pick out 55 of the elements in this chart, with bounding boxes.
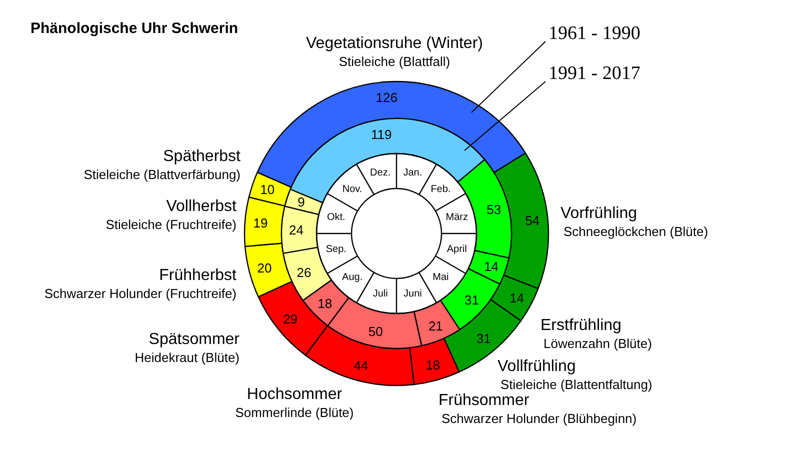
data-label: 26 bbox=[296, 264, 312, 280]
slice-label: Spätsommer bbox=[148, 331, 240, 348]
data-label: 18 bbox=[318, 296, 332, 312]
data-label: 119 bbox=[370, 126, 392, 142]
slice-label: 1991 - 2017 bbox=[548, 63, 640, 84]
slice-label: Vollfrühling bbox=[498, 358, 576, 375]
text: April bbox=[446, 244, 467, 256]
data-label: 18 bbox=[426, 358, 440, 373]
slice-label: Frühsommer bbox=[438, 392, 530, 409]
text: Schneeglöckchen (Blüte) bbox=[564, 224, 708, 239]
text: Stieleiche (Fruchtreife) bbox=[106, 217, 237, 232]
text: Schwarzer Holunder (Blühbeginn) bbox=[442, 411, 637, 426]
text: Juni bbox=[404, 288, 422, 300]
text: Löwenzahn (Blüte) bbox=[544, 336, 652, 351]
data-label: 20 bbox=[257, 260, 272, 276]
text: Feb. bbox=[430, 184, 451, 195]
data-label: 29 bbox=[283, 312, 298, 327]
data-label: 126 bbox=[376, 90, 398, 105]
chart-title: Phänologische Uhr Schwerin bbox=[30, 20, 238, 37]
data-label: 31 bbox=[476, 331, 491, 346]
text: Nov. bbox=[342, 184, 362, 195]
slice-label: Vorfrühling bbox=[560, 205, 637, 222]
data-label: 31 bbox=[464, 292, 480, 308]
slice-label: Vegetationsruhe (Winter) bbox=[306, 35, 483, 52]
data-label: 21 bbox=[428, 318, 443, 334]
text: Heidekraut (Blüte) bbox=[134, 350, 240, 365]
data-label: 24 bbox=[289, 222, 304, 238]
text: Sommerlinde (Blüte) bbox=[235, 405, 354, 420]
data-label: 54 bbox=[525, 213, 540, 228]
slice-label: Spätherbst bbox=[163, 148, 242, 165]
slice-label: Erstfrühling bbox=[540, 317, 622, 334]
text: Stieleiche (Blattverfärbung) bbox=[84, 167, 241, 182]
text: Aug. bbox=[342, 272, 363, 284]
text: Sep. bbox=[326, 244, 346, 256]
data-label: 50 bbox=[368, 324, 383, 340]
data-label: 53 bbox=[486, 202, 502, 217]
text: Stieleiche (Blattentfaltung) bbox=[500, 377, 652, 392]
data-label: 44 bbox=[354, 358, 368, 373]
data-label: 14 bbox=[484, 258, 498, 274]
text: Okt. bbox=[326, 212, 346, 223]
text: Mai bbox=[432, 272, 449, 284]
slice-label: Vollherbst bbox=[166, 198, 238, 215]
text: Jan. bbox=[403, 168, 422, 179]
slice-label: Frühherbst bbox=[159, 267, 238, 284]
text: Dez. bbox=[370, 168, 391, 179]
slice-label: 1961 - 1990 bbox=[548, 23, 640, 44]
data-label: 10 bbox=[260, 182, 275, 198]
data-label: 14 bbox=[510, 290, 524, 306]
text: März bbox=[446, 212, 468, 223]
data-label: 9 bbox=[298, 194, 305, 210]
text: Schwarzer Holunder (Fruchtreife) bbox=[44, 286, 237, 301]
data-label: 19 bbox=[253, 215, 268, 230]
slice-label: Hochsommer bbox=[246, 386, 343, 403]
text: Juli bbox=[372, 288, 388, 300]
text: Stieleiche (Blattfall) bbox=[338, 54, 450, 69]
